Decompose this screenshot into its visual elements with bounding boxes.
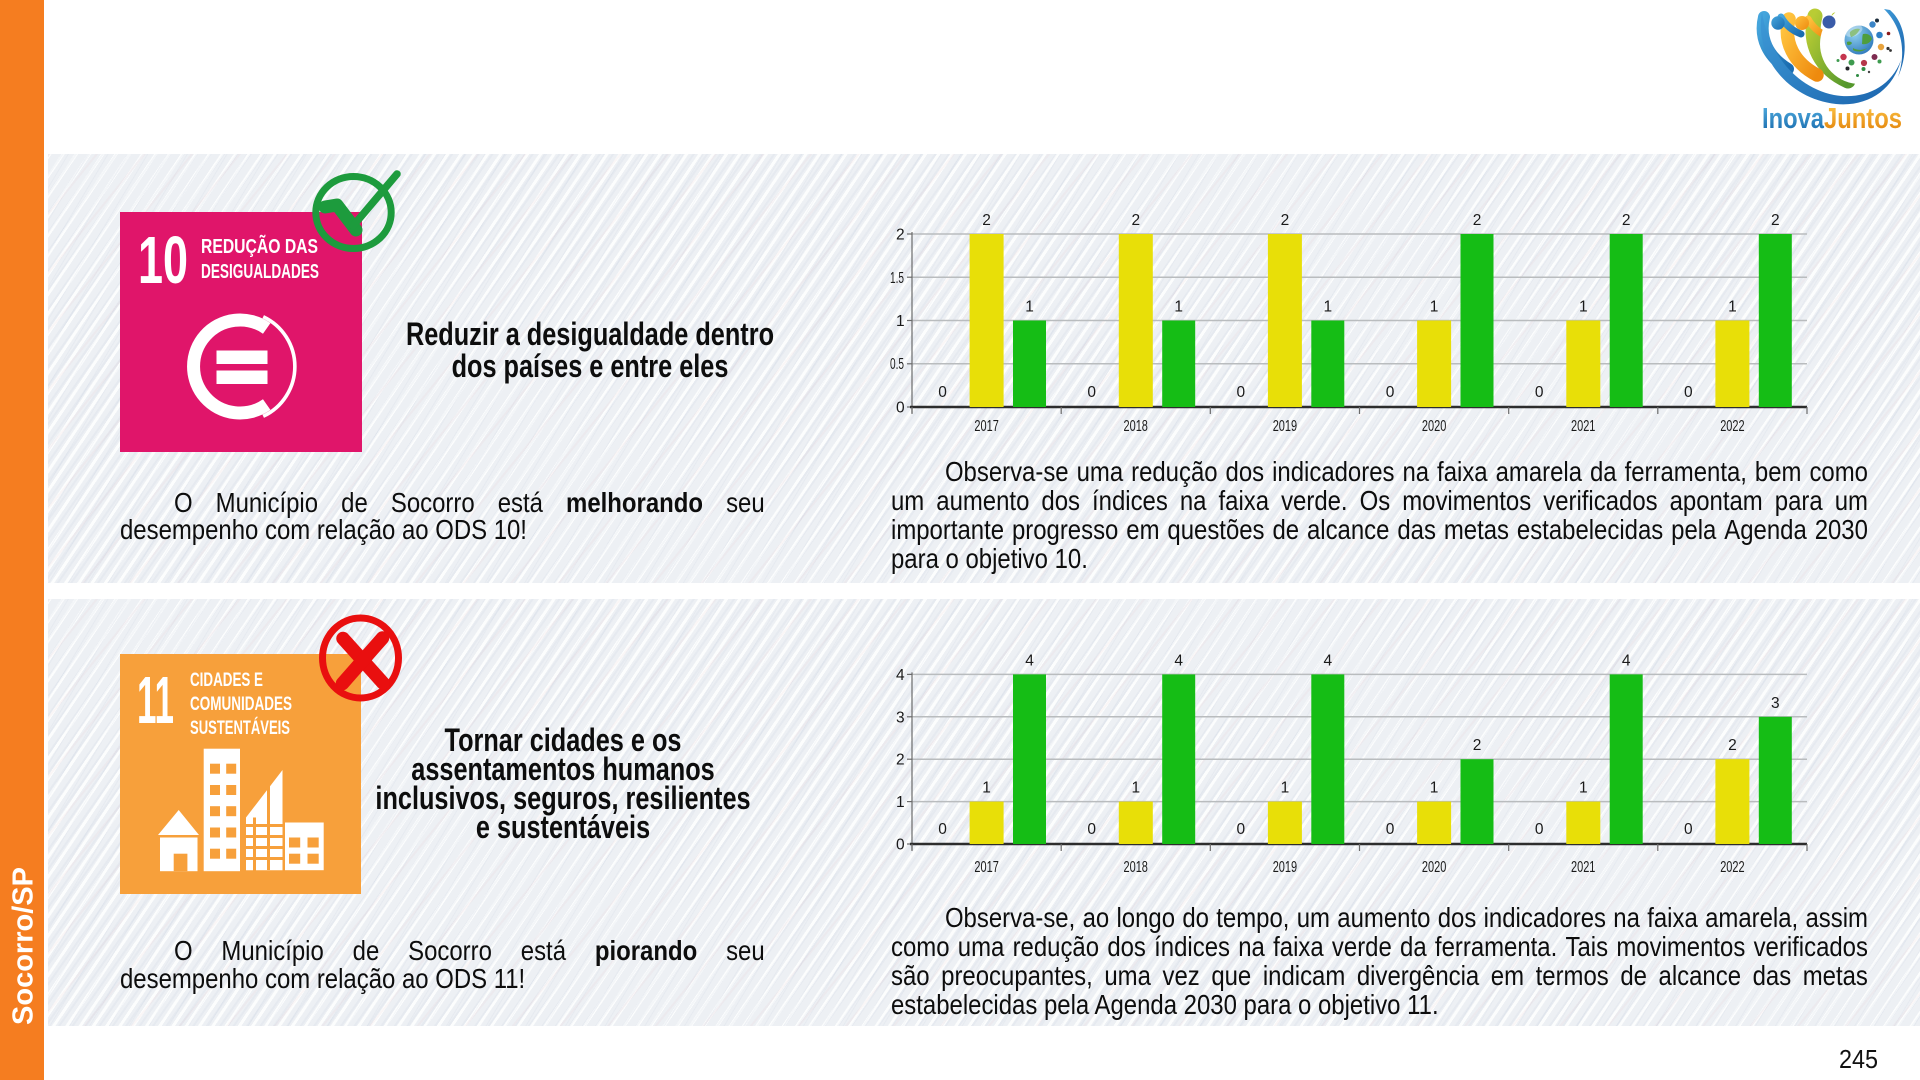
svg-text:2021: 2021 (1571, 418, 1595, 435)
svg-text:2018: 2018 (1124, 859, 1148, 876)
svg-text:0: 0 (1237, 821, 1246, 838)
svg-text:1: 1 (896, 794, 905, 811)
svg-text:2: 2 (1771, 212, 1780, 229)
svg-text:11: 11 (137, 663, 174, 738)
svg-text:10: 10 (138, 223, 188, 298)
svg-text:2017: 2017 (974, 418, 998, 435)
svg-text:0: 0 (1237, 384, 1246, 401)
svg-text:0: 0 (1684, 384, 1693, 401)
svg-text:1: 1 (1025, 299, 1034, 316)
svg-text:0: 0 (1386, 384, 1395, 401)
svg-text:SUSTENTÁVEIS: SUSTENTÁVEIS (190, 717, 290, 739)
svg-text:2: 2 (1281, 212, 1290, 229)
svg-text:2: 2 (1473, 212, 1482, 229)
svg-text:2: 2 (896, 227, 905, 244)
svg-text:1: 1 (982, 780, 991, 797)
svg-text:2: 2 (1473, 737, 1482, 754)
svg-text:2018: 2018 (1124, 418, 1148, 435)
svg-text:0: 0 (1535, 384, 1544, 401)
svg-text:1: 1 (1132, 780, 1141, 797)
svg-text:3: 3 (896, 709, 905, 726)
svg-text:DESIGUALDADES: DESIGUALDADES (201, 261, 319, 283)
svg-text:4: 4 (1622, 652, 1631, 669)
svg-text:4: 4 (896, 667, 905, 684)
svg-text:1.5: 1.5 (890, 270, 904, 287)
svg-text:1: 1 (1728, 299, 1737, 316)
svg-text:1: 1 (1281, 780, 1290, 797)
svg-text:1: 1 (1324, 299, 1333, 316)
svg-text:1: 1 (896, 313, 905, 330)
svg-text:0: 0 (1386, 821, 1395, 838)
svg-text:4: 4 (1174, 652, 1183, 669)
svg-text:2: 2 (1728, 737, 1737, 754)
svg-text:0: 0 (1087, 821, 1096, 838)
svg-text:1: 1 (1579, 780, 1588, 797)
svg-text:3: 3 (1771, 695, 1780, 712)
svg-text:Juntos: Juntos (1824, 103, 1902, 135)
svg-text:4: 4 (1025, 652, 1034, 669)
svg-text:0: 0 (1087, 384, 1096, 401)
svg-text:REDUÇÃO DAS: REDUÇÃO DAS (201, 235, 318, 258)
svg-text:0: 0 (938, 821, 947, 838)
svg-text:0: 0 (896, 837, 905, 854)
svg-text:2022: 2022 (1720, 859, 1744, 876)
svg-text:2: 2 (1622, 212, 1631, 229)
svg-text:2020: 2020 (1422, 418, 1446, 435)
svg-text:0.5: 0.5 (890, 356, 904, 373)
svg-text:0: 0 (1684, 821, 1693, 838)
svg-text:1: 1 (1174, 299, 1183, 316)
svg-text:2: 2 (896, 752, 905, 769)
svg-text:4: 4 (1324, 652, 1333, 669)
svg-text:1: 1 (1579, 299, 1588, 316)
svg-text:0: 0 (896, 400, 905, 417)
svg-text:2: 2 (1132, 212, 1141, 229)
svg-text:COMUNIDADES: COMUNIDADES (190, 694, 292, 715)
svg-text:2021: 2021 (1571, 859, 1595, 876)
svg-text:2017: 2017 (974, 859, 998, 876)
svg-text:Inova: Inova (1762, 103, 1825, 135)
svg-text:0: 0 (1535, 821, 1544, 838)
svg-text:CIDADES E: CIDADES E (190, 670, 263, 691)
svg-text:2022: 2022 (1720, 418, 1744, 435)
svg-text:2019: 2019 (1273, 859, 1297, 876)
svg-text:0: 0 (938, 384, 947, 401)
svg-text:2020: 2020 (1422, 859, 1446, 876)
svg-text:2: 2 (982, 212, 991, 229)
svg-text:1: 1 (1430, 299, 1439, 316)
svg-text:1: 1 (1430, 780, 1439, 797)
svg-text:2019: 2019 (1273, 418, 1297, 435)
